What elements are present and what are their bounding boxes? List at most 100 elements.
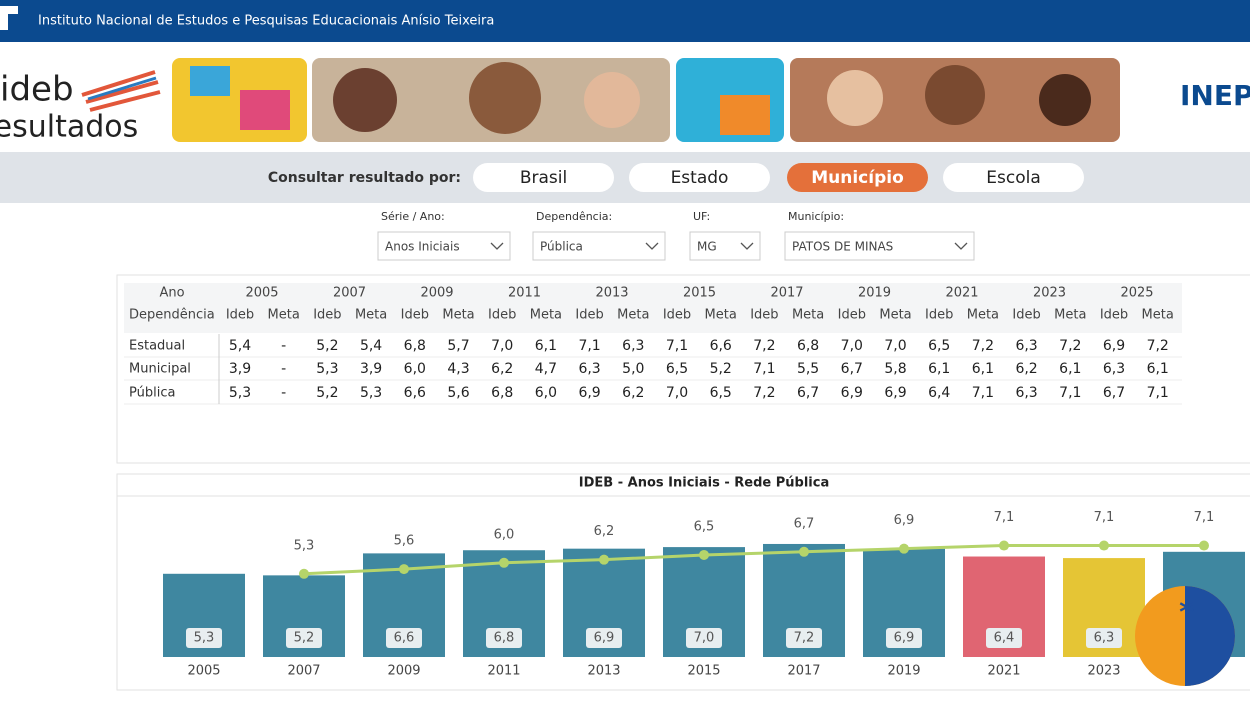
table-subheader: Ideb: [401, 308, 429, 323]
filter-box[interactable]: [377, 231, 511, 261]
table-year: 2015: [683, 286, 716, 301]
filter-box[interactable]: [532, 231, 666, 261]
table-cell: 6,3: [1015, 338, 1037, 354]
table-cell: 7,2: [753, 385, 775, 401]
bar-label-box: [586, 628, 622, 648]
table-cell: 7,1: [753, 361, 775, 377]
line-label-box: [1189, 507, 1219, 526]
svg-text:*: *: [1179, 596, 1195, 631]
filter-box[interactable]: [784, 231, 975, 261]
table-year: 2017: [770, 286, 803, 301]
table-cell: 6,1: [535, 338, 557, 354]
table-year: 2007: [333, 286, 366, 301]
bar-label: 6,3: [1094, 631, 1115, 646]
header-bar: [0, 0, 1250, 42]
filter-value: MG: [697, 240, 717, 254]
table-subheader: Meta: [1142, 308, 1174, 323]
table-cell: 5,7: [447, 338, 469, 354]
table-cell: 6,8: [797, 338, 819, 354]
bar-label: 6,8: [494, 631, 515, 646]
line-label-box: [489, 524, 519, 543]
bar-label-box: [986, 628, 1022, 648]
line-label: 5,6: [394, 534, 415, 549]
bar-label: 5,3: [194, 631, 215, 646]
nav-button[interactable]: [943, 163, 1084, 192]
table-cell: 6,9: [578, 385, 600, 401]
nav-button[interactable]: [629, 163, 770, 192]
table-subheader: Meta: [442, 308, 474, 323]
line-label-box: [289, 535, 319, 554]
table-cell: -: [281, 385, 286, 401]
line-point: [999, 540, 1009, 551]
nav-label: Consultar resultado por:: [268, 170, 461, 186]
table-cell: 5,5: [797, 361, 819, 377]
table-cell: 7,1: [1059, 385, 1081, 401]
line-label: 6,9: [894, 513, 915, 528]
table-subheader: Meta: [705, 308, 737, 323]
table-subheader: Ideb: [1100, 308, 1128, 323]
line-label-box: [889, 510, 919, 529]
table-year: 2013: [595, 286, 628, 301]
line-label-box: [589, 521, 619, 540]
table-subheader: Meta: [792, 308, 824, 323]
logo-top: ideb: [0, 70, 74, 110]
table-subheader: Ideb: [226, 308, 254, 323]
bar-label: 6,9: [594, 631, 615, 646]
table-cell: 6,6: [710, 338, 732, 354]
line-point: [799, 546, 809, 557]
table-cell: 4,3: [447, 361, 469, 377]
table-cell: 6,3: [1015, 385, 1037, 401]
table-cell: 6,3: [622, 338, 644, 354]
line-label: 5,3: [294, 538, 315, 553]
table-cell: 6,1: [928, 361, 950, 377]
line-label: 6,2: [594, 524, 615, 539]
table-cell: 5,2: [316, 338, 338, 354]
x-tick-label: 2017: [787, 664, 820, 679]
table-subheader: Meta: [355, 308, 387, 323]
filter-box[interactable]: [689, 231, 761, 261]
table-cell: 5,4: [360, 338, 382, 354]
table-cell: 6,2: [1015, 361, 1037, 377]
table-year: 2025: [1120, 286, 1153, 301]
table-subheader: Meta: [967, 308, 999, 323]
x-tick-label: 2007: [287, 664, 320, 679]
filter-label: Município:: [788, 210, 844, 223]
table-subheader: Ideb: [663, 308, 691, 323]
table-subheader: Meta: [617, 308, 649, 323]
table-subheader: Ideb: [488, 308, 516, 323]
bar-label: 5,2: [294, 631, 315, 646]
table-cell: 7,1: [578, 338, 600, 354]
filter-label: Dependência:: [536, 210, 612, 223]
line: [303, 544, 1204, 576]
table-cell: 6,7: [797, 385, 819, 401]
chevron: [645, 242, 659, 250]
x-tick-label: 2019: [887, 664, 920, 679]
bar-label: 7,2: [794, 631, 815, 646]
table-cell: 6,0: [535, 385, 557, 401]
table-cell: 5,6: [447, 385, 469, 401]
table-cell: 6,1: [1059, 361, 1081, 377]
bar-label-box: [886, 628, 922, 648]
line-label: 6,7: [794, 516, 815, 531]
table-cell: 5,3: [229, 385, 251, 401]
table-cell: 7,0: [491, 338, 513, 354]
table-cell: 7,1: [972, 385, 994, 401]
nav-button[interactable]: [787, 163, 928, 192]
line-point: [399, 564, 409, 575]
table-cell: 6,9: [1103, 338, 1125, 354]
bar-label-box: [786, 628, 822, 648]
table-subheader: Meta: [1054, 308, 1086, 323]
table-cell: 6,5: [928, 338, 950, 354]
table-cell: 5,3: [360, 385, 382, 401]
nav-button[interactable]: [473, 163, 614, 192]
fab-logo: *: [1135, 586, 1235, 686]
table-cell: 6,0: [404, 361, 426, 377]
table-year: 2021: [945, 286, 978, 301]
line-label: 7,1: [994, 510, 1015, 525]
table-cell: 6,5: [710, 385, 732, 401]
bar-label: 6,6: [394, 631, 415, 646]
filter-value: Anos Iniciais: [385, 240, 460, 254]
bar-label: 6,4: [994, 631, 1015, 646]
table-cell: 6,2: [622, 385, 644, 401]
table-cell: 7,2: [753, 338, 775, 354]
